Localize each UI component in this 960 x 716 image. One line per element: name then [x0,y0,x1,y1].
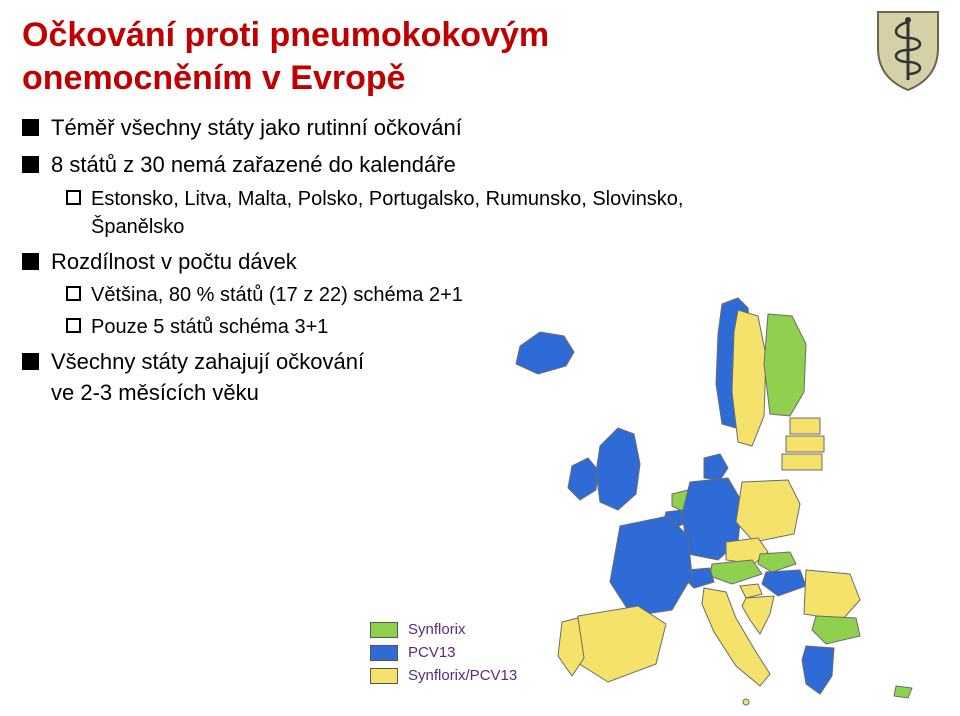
map-cyprus [894,686,912,698]
bullet-text: Všechny státy zahajují očkování ve 2-3 m… [51,347,364,409]
title-line-2: onemocněním v Evropě [22,57,960,100]
bullet-4-line1: Všechny státy zahajují očkování [51,347,364,378]
map-denmark [704,454,728,480]
map-romania [804,570,860,620]
bullet-text: Většina, 80 % států (17 z 22) schéma 2+1 [91,281,463,309]
bullet-marker [22,156,39,173]
map-lithuania [782,454,822,470]
europe-map [490,286,960,716]
bullet-text: Estonsko, Litva, Malta, Polsko, Portugal… [91,185,731,241]
hollow-marker [66,286,81,301]
legend-swatch [370,645,398,661]
map-malta [743,699,749,705]
bullet-2-sub: Estonsko, Litva, Malta, Polsko, Portugal… [66,185,960,241]
map-france [610,516,692,616]
map-latvia [786,436,824,452]
legend-label: PCV13 [408,644,456,661]
hollow-marker [66,190,81,205]
slide-title: Očkování proti pneumokokovým onemocněním… [0,0,960,99]
map-slovakia [758,552,796,572]
map-spain [570,606,666,682]
map-poland [736,480,800,542]
map-slovenia [740,584,762,598]
hollow-marker [66,318,81,333]
map-croatia [742,596,774,634]
map-hungary [762,570,806,596]
bullet-marker [22,353,39,370]
map-estonia [790,418,820,434]
bullet-marker [22,253,39,270]
bullet-text: 8 států z 30 nemá zařazené do kalendáře [51,150,456,181]
map-bulgaria [812,616,860,644]
map-iceland [516,332,574,374]
bullet-marker [22,119,39,136]
map-finland [764,314,806,416]
map-ireland [568,458,598,500]
bullet-2: 8 států z 30 nemá zařazené do kalendáře [22,150,960,181]
map-greece [802,646,834,694]
emblem-shield [874,8,942,94]
map-uk [596,428,640,510]
legend-swatch [370,622,398,638]
title-line-1: Očkování proti pneumokokovým [22,14,960,57]
legend-swatch [370,668,398,684]
map-sweden [732,310,766,446]
map-austria [710,560,762,584]
bullet-4-line2: ve 2-3 měsících věku [51,378,364,409]
bullet-text: Rozdílnost v počtu dávek [51,247,297,278]
bullet-3: Rozdílnost v počtu dávek [22,247,960,278]
bullet-1: Téměř všechny státy jako rutinní očkován… [22,113,960,144]
bullet-text: Pouze 5 států schéma 3+1 [91,313,328,341]
bullet-text: Téměř všechny státy jako rutinní očkován… [51,113,462,144]
legend-label: Synflorix [408,621,466,638]
